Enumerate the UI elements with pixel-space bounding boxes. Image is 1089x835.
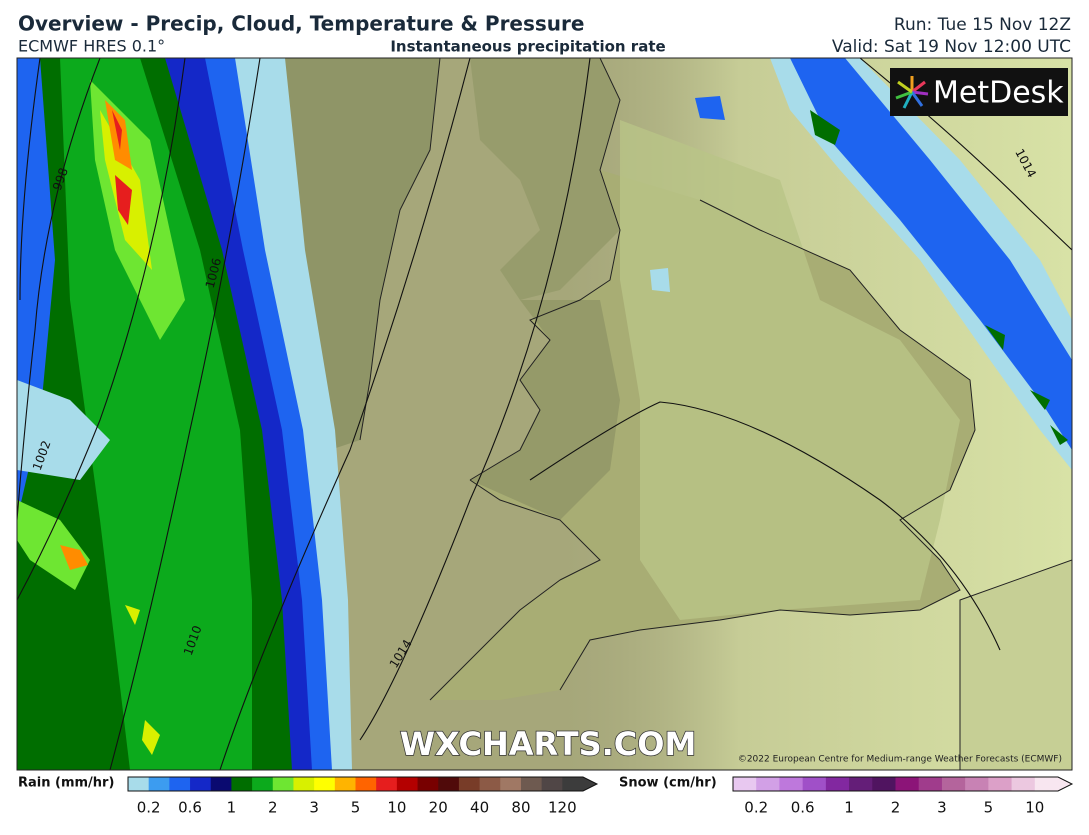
color-swatch xyxy=(988,777,1012,791)
color-swatch xyxy=(314,777,336,791)
colorbar-arrow xyxy=(1058,777,1072,791)
colorbar-tick-label: 1 xyxy=(844,799,854,817)
color-swatch xyxy=(190,777,212,791)
colorbar-tick-label: 10 xyxy=(387,799,406,817)
color-swatch xyxy=(1034,777,1059,791)
watermark: WXCHARTS.COM xyxy=(400,725,697,763)
color-swatch xyxy=(895,777,920,791)
color-swatch xyxy=(272,777,294,791)
color-swatch xyxy=(479,777,501,791)
color-swatch xyxy=(396,777,418,791)
logo-icon xyxy=(895,76,929,109)
colorbar-tick-label: 80 xyxy=(511,799,530,817)
color-swatch xyxy=(148,777,170,791)
color-swatch xyxy=(825,777,850,791)
colorbar-tick-label: 3 xyxy=(937,799,947,817)
color-swatch xyxy=(438,777,460,791)
colorbar-tick-label: 0.2 xyxy=(744,799,768,817)
colorbar-tick-label: 2 xyxy=(268,799,278,817)
color-swatch xyxy=(965,777,989,791)
colorbar-tick-label: 0.2 xyxy=(137,799,161,817)
colorbar-tick-label: 3 xyxy=(309,799,319,817)
color-swatch xyxy=(417,777,439,791)
colorbar-tick-label: 2 xyxy=(891,799,901,817)
colorbar-tick-label: 120 xyxy=(548,799,577,817)
map: 998 1002 1006 1010 1014 1014 MetDesk WXC… xyxy=(17,58,1072,770)
color-swatch xyxy=(334,777,356,791)
color-swatch xyxy=(210,777,232,791)
color-swatch xyxy=(169,777,191,791)
colorbar-tick-label: 0.6 xyxy=(791,799,815,817)
color-swatch xyxy=(520,777,543,791)
color-swatch xyxy=(562,777,584,791)
colorbar-tick-label: 40 xyxy=(470,799,489,817)
subtitle: Instantaneous precipitation rate xyxy=(390,38,665,56)
colorbar-tick-label: 0.6 xyxy=(178,799,202,817)
colorbar-arrow xyxy=(583,777,597,791)
copyright: ©2022 European Centre for Medium-range W… xyxy=(738,755,1062,765)
color-swatch xyxy=(1011,777,1036,791)
rain-colorbar: 0.2 0.6 1 2 3 5 10 20 40 80 120 xyxy=(127,776,599,817)
color-swatch xyxy=(541,777,563,791)
map-frame xyxy=(16,57,1073,771)
color-swatch xyxy=(376,777,398,791)
color-swatch xyxy=(872,777,896,791)
colorbar-tick-label: 5 xyxy=(351,799,361,817)
color-swatch xyxy=(733,777,757,791)
color-swatch xyxy=(849,777,873,791)
color-swatch xyxy=(231,777,253,791)
color-swatch xyxy=(941,777,966,791)
title: Overview - Precip, Cloud, Temperature & … xyxy=(18,12,584,36)
color-swatch xyxy=(918,777,943,791)
color-swatch xyxy=(293,777,315,791)
logo-text: MetDesk xyxy=(933,76,1064,111)
color-swatch xyxy=(756,777,780,791)
color-swatch xyxy=(779,777,804,791)
run-time: Run: Tue 15 Nov 12Z xyxy=(894,15,1071,35)
model: ECMWF HRES 0.1° xyxy=(18,37,165,56)
snow-legend-label: Snow (cm/hr) xyxy=(619,776,717,791)
color-swatch xyxy=(458,777,480,791)
color-swatch xyxy=(500,777,522,791)
colorbar-tick-label: 5 xyxy=(984,799,994,817)
color-swatch xyxy=(252,777,274,791)
colorbar-tick-label: 1 xyxy=(227,799,237,817)
valid-time: Valid: Sat 19 Nov 12:00 UTC xyxy=(832,37,1071,57)
color-swatch xyxy=(128,777,150,791)
colorbar-tick-label: 20 xyxy=(429,799,448,817)
colorbar-outline xyxy=(127,776,599,792)
colorbar-outline xyxy=(732,776,1074,792)
rain-legend-label: Rain (mm/hr) xyxy=(18,776,114,791)
colorbar-tick-label: 10 xyxy=(1025,799,1044,817)
color-swatch xyxy=(802,777,827,791)
color-swatch xyxy=(355,777,377,791)
snow-colorbar: 0.2 0.6 1 2 3 5 10 xyxy=(732,776,1074,817)
